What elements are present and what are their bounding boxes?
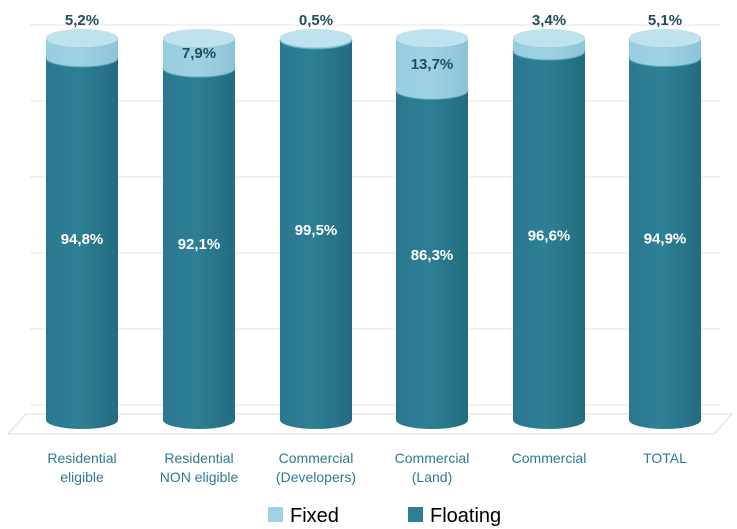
category-label: (Land) [412, 469, 452, 485]
data-label-floating: 92,1% [178, 236, 221, 253]
category-label: Commercial [512, 450, 587, 466]
data-label-fixed: 7,9% [182, 45, 216, 62]
bar-fixed [280, 38, 352, 49]
bar-floating [396, 90, 468, 430]
legend: Fixed Floating [268, 505, 501, 527]
legend-label: Floating [430, 505, 501, 527]
data-label-floating: 99,5% [295, 222, 338, 239]
bar-top-cap [396, 29, 468, 47]
legend-swatch [268, 507, 283, 522]
segment-boundary [162, 68, 236, 78]
legend-swatch [408, 507, 423, 522]
chart-floor [7, 413, 734, 435]
segment-boundary [395, 90, 469, 100]
data-label-fixed: 5,1% [648, 12, 682, 29]
floor-outline [7, 413, 734, 435]
bar-top-cap [280, 29, 352, 47]
bar-floating [163, 68, 235, 429]
category-label: Residential [47, 450, 116, 466]
bar-floating [280, 39, 352, 429]
bar-top-cap [163, 29, 235, 47]
data-label-floating: 94,8% [61, 231, 104, 248]
category-label: NON eligible [160, 469, 239, 485]
bar-floating [46, 57, 118, 429]
category-label: Commercial [395, 450, 470, 466]
gridlines [30, 24, 720, 406]
segment-boundary [45, 57, 119, 68]
segment-boundary [512, 50, 586, 61]
data-label-fixed: 13,7% [411, 56, 454, 73]
category-label: Residential [164, 450, 233, 466]
bars [45, 29, 702, 430]
data-label-fixed: 0,5% [299, 12, 333, 29]
category-axis-labels: Residential eligible Residential NON eligib… [47, 450, 687, 485]
segment-boundary [279, 39, 353, 50]
data-label-floating: 94,9% [644, 231, 687, 248]
data-label-fixed: 5,2% [65, 12, 99, 29]
data-labels: 94,8% 5,2% 92,1% 7,9% 99,5% 0,5% 86,3% 13,7% 96,… [61, 12, 687, 264]
bar-fixed [396, 38, 468, 100]
bar-top-cap [513, 29, 585, 47]
category-label: Commercial [279, 450, 354, 466]
bar-fixed [629, 38, 701, 67]
bar-fixed [163, 38, 235, 78]
bar-floating [513, 50, 585, 429]
data-label-fixed: 3,4% [532, 12, 566, 29]
category-label: (Developers) [276, 469, 356, 485]
category-label: eligible [60, 469, 104, 485]
bar-floating [629, 57, 701, 430]
bar-fixed [513, 38, 585, 60]
bar-top-cap [629, 29, 701, 47]
legend-label: Fixed [290, 505, 339, 527]
category-label: TOTAL [643, 450, 687, 466]
bar-fixed [46, 38, 118, 67]
data-label-floating: 86,3% [411, 247, 454, 264]
data-label-floating: 96,6% [528, 227, 571, 244]
bar-top-cap [46, 29, 118, 47]
segment-boundary [628, 57, 702, 67]
